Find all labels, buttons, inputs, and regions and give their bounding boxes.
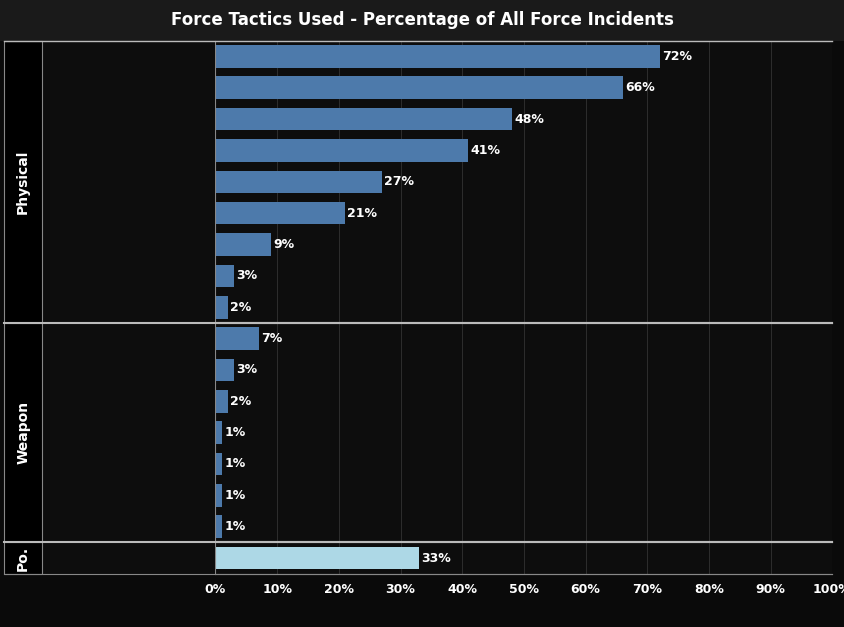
Bar	[215, 421, 221, 444]
Bar	[215, 45, 659, 68]
Bar	[215, 233, 271, 256]
Text: 2%: 2%	[230, 301, 252, 314]
Bar	[215, 547, 419, 569]
Bar	[215, 453, 221, 475]
Text: 48%: 48%	[513, 113, 544, 125]
Bar	[215, 390, 228, 413]
Text: 72%: 72%	[662, 50, 691, 63]
Text: Po.: Po.	[16, 545, 30, 571]
Text: 1%: 1%	[224, 426, 245, 439]
Bar	[215, 108, 511, 130]
Bar	[215, 76, 622, 99]
Bar	[215, 484, 221, 507]
Text: Weapon: Weapon	[16, 401, 30, 464]
Bar	[215, 296, 228, 319]
Bar	[215, 202, 344, 224]
Bar	[215, 265, 234, 287]
Text: 1%: 1%	[224, 458, 245, 470]
Bar	[215, 515, 221, 538]
Text: 21%: 21%	[347, 207, 377, 219]
Text: 41%: 41%	[470, 144, 500, 157]
Text: 3%: 3%	[236, 270, 257, 282]
Text: 7%: 7%	[261, 332, 282, 345]
Bar	[215, 139, 468, 162]
Text: 66%: 66%	[625, 82, 654, 94]
Text: 33%: 33%	[421, 552, 451, 564]
Text: 1%: 1%	[224, 520, 245, 533]
Bar	[215, 359, 234, 381]
Text: Force Tactics Used - Percentage of All Force Incidents: Force Tactics Used - Percentage of All F…	[170, 11, 674, 29]
Text: 1%: 1%	[224, 489, 245, 502]
Text: 3%: 3%	[236, 364, 257, 376]
Text: 27%: 27%	[384, 176, 414, 188]
Bar	[215, 327, 258, 350]
Text: Physical: Physical	[16, 150, 30, 214]
Bar	[215, 171, 381, 193]
Text: 2%: 2%	[230, 395, 252, 408]
Text: 9%: 9%	[273, 238, 295, 251]
